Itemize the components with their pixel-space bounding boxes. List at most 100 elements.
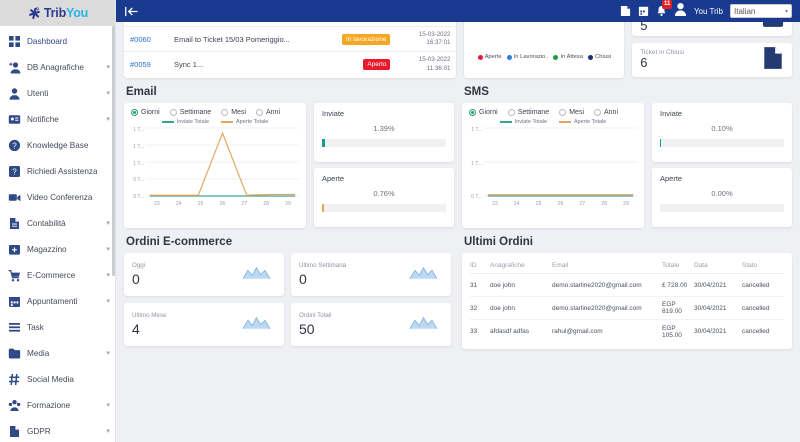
radio-button[interactable]	[507, 109, 515, 116]
sidebar-item-magazzino[interactable]: Magazzino ▾	[0, 236, 115, 262]
section-title-email: Email	[126, 86, 157, 98]
sidebar-scrollbar[interactable]	[112, 26, 115, 276]
orders-ecommerce-section: Ordini E-commerce Oggi 0 Ultimo Settiman…	[124, 228, 454, 349]
sidebar-item-notifiche[interactable]: Notifiche ▾	[0, 106, 115, 132]
sms-x-axis: 23 24 25 26 27 28 29	[484, 201, 637, 210]
radio-button[interactable]	[169, 109, 177, 116]
cell-totale: £ 728.00	[662, 281, 688, 289]
radio-button[interactable]	[256, 109, 263, 116]
order-stat-card: Oggi 0	[124, 253, 284, 296]
user-avatar-icon[interactable]	[674, 2, 687, 21]
cell-stato: cancelled	[742, 304, 770, 312]
cell-email: demo.starline2020@gmail.com	[552, 304, 642, 312]
table-row[interactable]: #0059 Sync 1... Aperto 15-03-2022 11:36:0…	[124, 52, 456, 77]
note-icon[interactable]	[620, 5, 631, 17]
sidebar-item-video-conferenza[interactable]: Video Conferenza	[0, 184, 115, 210]
sidebar-item-label: Magazzino	[27, 244, 67, 254]
sidebar-item-social-media[interactable]: Social Media	[0, 366, 115, 392]
column-header: Anagrafiche	[490, 261, 525, 269]
chevron-down-icon: ▾	[784, 8, 788, 15]
sidebar-item-task[interactable]: Task	[0, 314, 115, 340]
sms-metrics: Inviate 0.10% Aperte 0.00%	[652, 103, 792, 228]
sidebar-item-richiedi-assistenza[interactable]: ? Richiedi Assistenza	[0, 158, 115, 184]
metric-value: 1.39%	[373, 124, 395, 133]
arrow-left-collapse-icon[interactable]	[122, 6, 141, 17]
x-tick-label: 28	[263, 201, 270, 207]
table-row[interactable]: #0060 Email to Ticket 15/03 Pomeriggio..…	[124, 27, 457, 52]
order-stat-label: Oggi	[132, 261, 146, 269]
radio-label: Anni	[266, 109, 281, 116]
progress-fill	[660, 139, 662, 147]
radio-settimane[interactable]: Settimane	[507, 109, 549, 116]
legend-label: Inviate Totale	[176, 119, 209, 125]
cell-totale: EGP 819.00	[662, 301, 682, 315]
sidebar-item-media[interactable]: Media ▾	[0, 340, 115, 366]
folder-icon	[8, 347, 21, 360]
radio-button[interactable]	[594, 109, 601, 116]
help-square-icon: ?	[8, 165, 21, 178]
table-row[interactable]: 31 doe john demo.starline2020@gmail.com £ 7…	[470, 274, 784, 297]
sidebar-item-knowledge-base[interactable]: ? Knowledge Base	[0, 132, 115, 158]
sparkline-icon	[409, 263, 443, 286]
list-icon	[8, 321, 21, 334]
question-circle-icon: ?	[8, 139, 21, 152]
sms-chart-card: Giorni Settimane Mesi Anni Inviate Totale Ap…	[462, 103, 644, 228]
sidebar-item-contabilit-[interactable]: Contabilità ▾	[0, 210, 115, 236]
radio-anni[interactable]: Anni	[594, 109, 618, 116]
bell-icon[interactable]: 11	[656, 0, 673, 17]
radio-giorni[interactable]: Giorni	[131, 109, 160, 116]
legend-dot	[588, 54, 594, 60]
radio-anni[interactable]: Anni	[256, 109, 280, 116]
radio-mesi[interactable]: Mesi	[559, 109, 584, 116]
sidebar-item-label: Formazione	[27, 400, 71, 410]
radio-settimane[interactable]: Settimane	[169, 109, 211, 116]
progress-bar	[322, 204, 446, 212]
email-range-radios: Giorni Settimane Mesi Anni	[131, 109, 299, 116]
sparkline-icon	[242, 313, 276, 336]
radio-label: Anni	[604, 109, 619, 116]
radio-giorni[interactable]: Giorni	[469, 109, 498, 116]
sidebar-item-label: Appuntamenti	[27, 296, 78, 306]
sidebar-item-e-commerce[interactable]: E-Commerce ▾	[0, 262, 115, 288]
metric-label: Aperte	[660, 174, 683, 183]
ticket-id-link[interactable]: #0059	[130, 60, 151, 69]
radio-label: Mesi	[569, 109, 584, 116]
sms-chart-legend: Inviate Totale Aperte Totale	[469, 119, 637, 125]
sidebar-item-utenti[interactable]: Utenti ▾	[0, 80, 115, 106]
sidebar-item-label: GDPR	[27, 426, 51, 436]
sms-section: SMS Giorni Settimane Mesi Anni Inviate Tota…	[462, 78, 792, 228]
radio-mesi[interactable]: Mesi	[221, 109, 246, 116]
x-tick-label: 23	[492, 201, 498, 207]
email-line-plot: 1 T... 1 T... 1 T... 0 T... 0 T... 23 24 25 26 2…	[131, 126, 299, 210]
radio-button[interactable]	[131, 109, 138, 116]
radio-button[interactable]	[559, 109, 567, 116]
table-row[interactable]: 32 doe john demo.starline2020@gmail.com EGP…	[470, 297, 784, 320]
stat-card-closed-tickets: Ticket in Chiusi 6	[632, 43, 792, 77]
orders-row: Ordini E-commerce Oggi 0 Ultimo Settiman…	[124, 228, 792, 349]
sidebar-item-label: Video Conferenza	[27, 192, 93, 202]
order-stat-label: Ultimo Mese	[132, 311, 167, 319]
sms-plot-area: 23 24 25 26 27 28 29	[484, 126, 637, 210]
sidebar-item-db-anagrafiche[interactable]: DB Anagrafiche ▾	[0, 54, 115, 80]
sidebar-item-label: Contabilità	[27, 218, 66, 228]
brand-logo[interactable]: TribYou	[0, 0, 115, 26]
calendar-icon[interactable]	[638, 5, 649, 17]
ticket-id-link[interactable]: #0060	[130, 34, 151, 44]
cell-totale: EGP 105.00	[662, 324, 682, 339]
topbar-actions: 11 You Trib Italian ▾	[620, 0, 792, 21]
sidebar-item-gdpr[interactable]: GDPR ▾	[0, 418, 115, 442]
radio-label: Giorni	[479, 109, 498, 116]
order-stat-card: Ordini Totali 50	[291, 303, 451, 346]
sidebar-item-formazione[interactable]: Formazione ▾	[0, 392, 115, 418]
legend-item: Aperte Totale	[559, 119, 606, 125]
table-row[interactable]: 33 afdasdf adfas rahul@gmail.com EGP 105.00…	[470, 320, 784, 343]
latest-orders-table: ID Anagrafiche Email Totale Data Stato 31 doe …	[462, 253, 792, 349]
sidebar-item-appuntamenti[interactable]: Appuntamenti ▾	[0, 288, 115, 314]
language-select[interactable]: Italian ▾	[730, 4, 792, 18]
radio-button[interactable]	[221, 109, 229, 116]
chevron-down-icon: ▾	[106, 428, 110, 435]
radio-button[interactable]	[469, 109, 476, 116]
sidebar-item-dashboard[interactable]: Dashboard	[0, 28, 115, 54]
order-stat-value: 0	[132, 270, 140, 287]
